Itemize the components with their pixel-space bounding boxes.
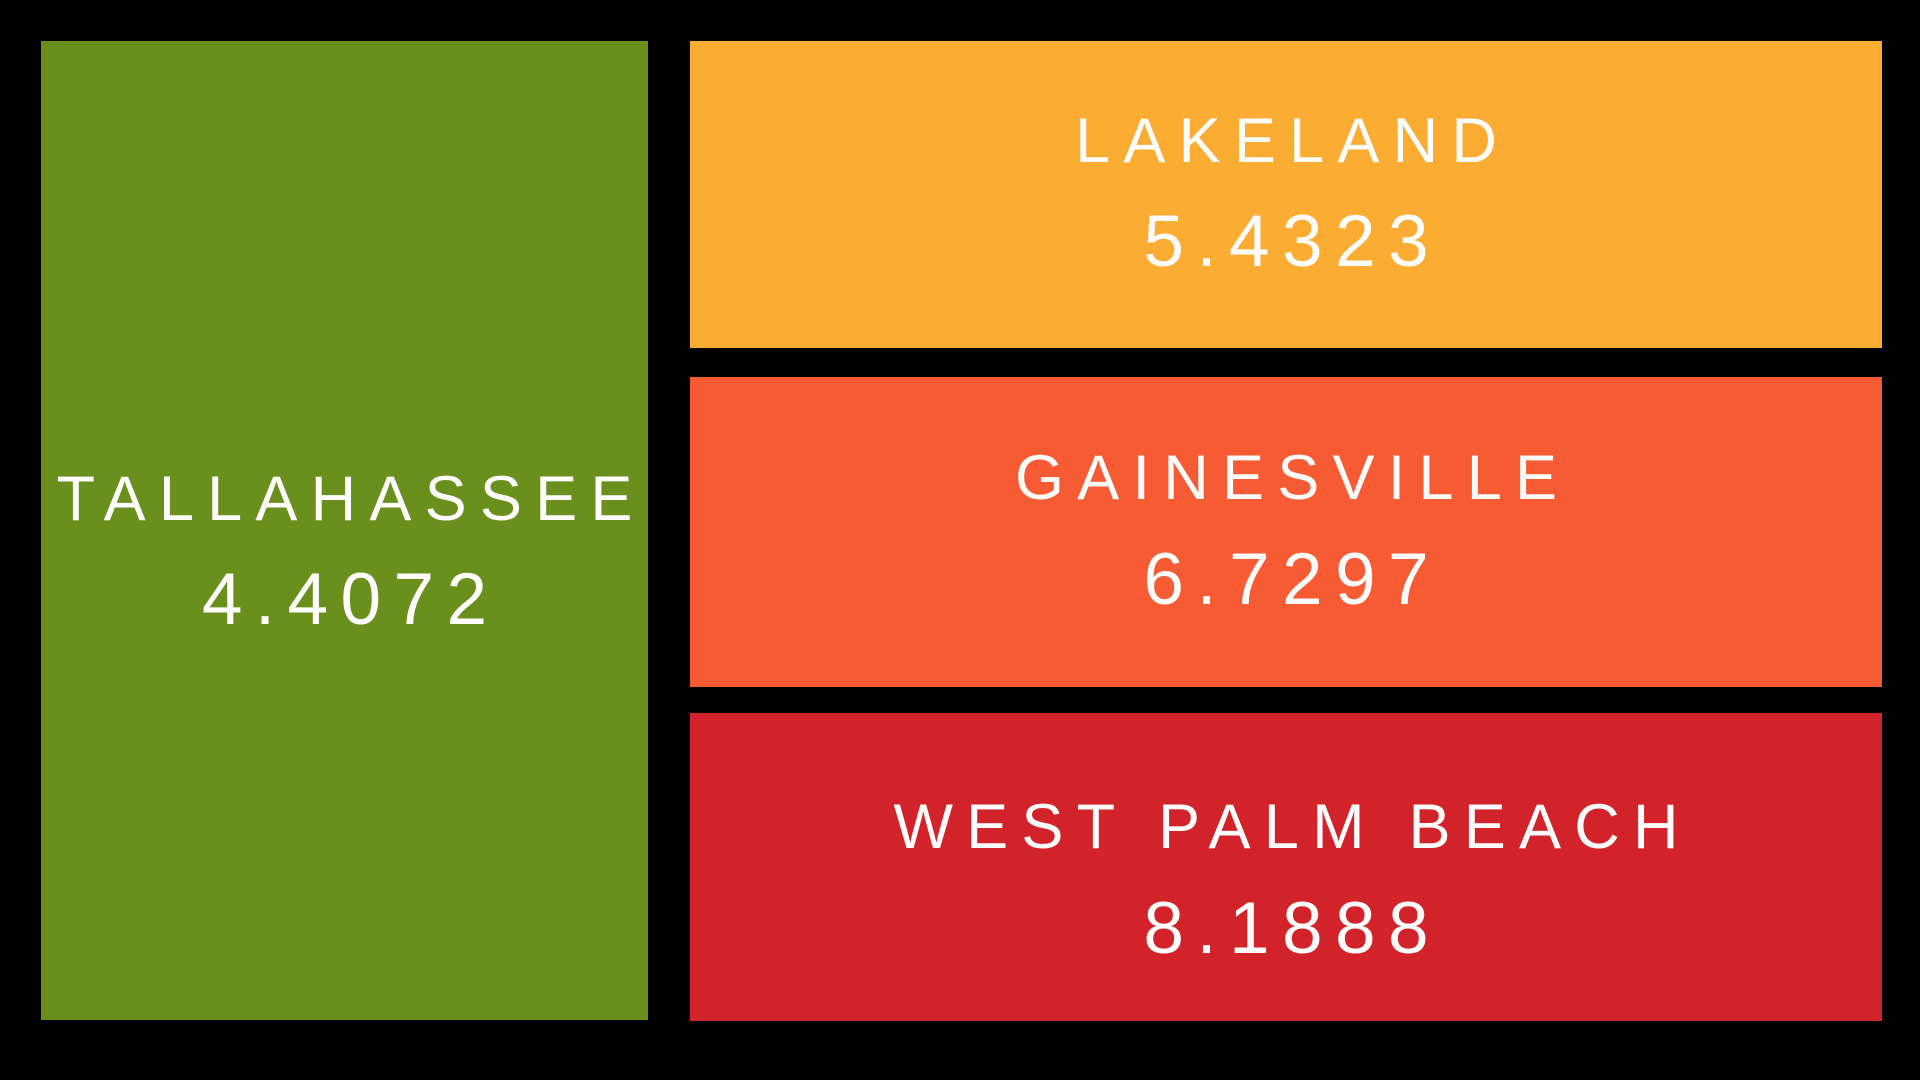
tile-text-group: GAINESVILLE 6.7297 xyxy=(1015,443,1557,620)
tile-text-group: WEST PALM BEACH 8.1888 xyxy=(893,792,1678,969)
tile-city-label-west-palm-beach: WEST PALM BEACH xyxy=(893,792,1692,863)
tile-value-gainesville: 6.7297 xyxy=(1143,538,1442,620)
treemap-tile-west-palm-beach: WEST PALM BEACH 8.1888 xyxy=(690,713,1882,1021)
tile-text-group: LAKELAND 5.4323 xyxy=(1075,106,1497,283)
tile-value-lakeland: 5.4323 xyxy=(1143,201,1442,282)
treemap-tile-lakeland: LAKELAND 5.4323 xyxy=(690,41,1882,348)
tile-value-tallahassee: 4.4072 xyxy=(201,559,500,640)
tile-city-label-lakeland: LAKELAND xyxy=(1075,105,1511,176)
tile-city-label-gainesville: GAINESVILLE xyxy=(1015,443,1571,514)
treemap-tile-gainesville: GAINESVILLE 6.7297 xyxy=(690,377,1882,687)
tile-value-west-palm-beach: 8.1888 xyxy=(1143,887,1442,969)
treemap-tile-tallahassee: TALLAHASSEE 4.4072 xyxy=(41,41,648,1020)
tile-city-label-tallahassee: TALLAHASSEE xyxy=(56,463,646,534)
tile-text-group: TALLAHASSEE 4.4072 xyxy=(57,464,633,641)
